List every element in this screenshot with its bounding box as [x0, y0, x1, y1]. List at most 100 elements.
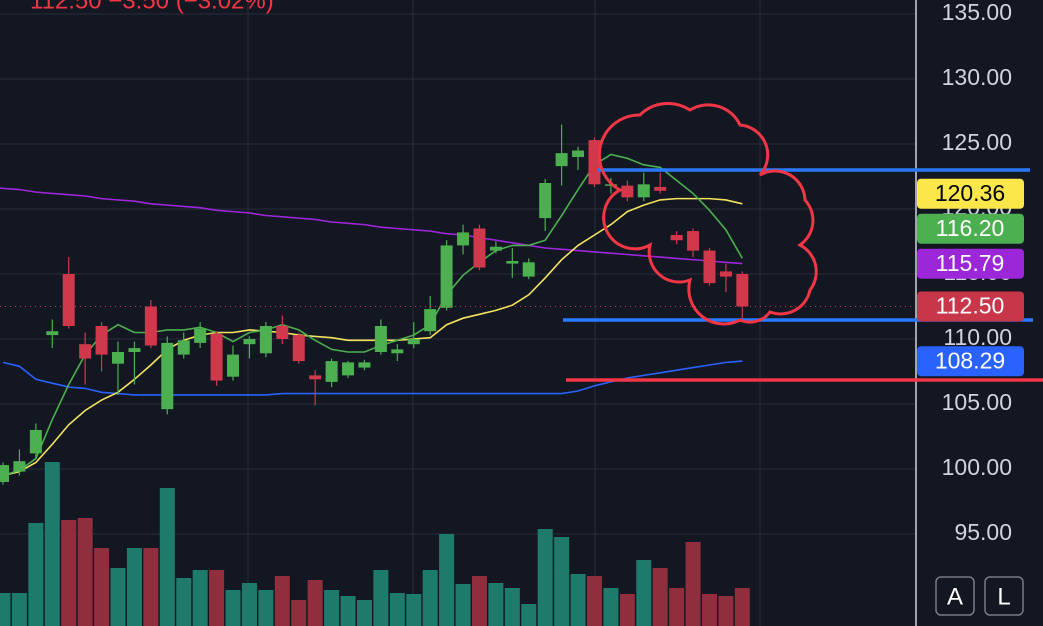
volume-bar	[307, 580, 323, 626]
volume-bar	[422, 570, 438, 626]
y-tick-label: 105.00	[942, 389, 1012, 415]
candle-body	[687, 231, 700, 251]
volume-bar	[652, 568, 668, 626]
volume-bar	[471, 576, 487, 626]
volume-bar	[274, 576, 290, 626]
volume-bar	[619, 594, 635, 626]
candle-body	[144, 306, 157, 346]
volume-bar	[126, 548, 142, 626]
moving-average-line	[2, 197, 743, 477]
volume-bar	[718, 596, 734, 626]
candle-body	[112, 351, 125, 364]
volume-bar	[28, 523, 44, 626]
candle-body	[292, 335, 305, 362]
volume-bar	[176, 578, 192, 626]
volume-bar	[94, 548, 110, 626]
price-badge-label: 112.50	[936, 293, 1005, 319]
price-badge-label: 108.29	[935, 347, 1005, 373]
candle-body	[29, 429, 42, 454]
y-tick-label: 100.00	[942, 454, 1012, 480]
candle-body	[555, 153, 568, 167]
candle-body	[621, 185, 634, 198]
volume-bar	[636, 560, 652, 626]
candle-body	[194, 328, 207, 343]
candle-body	[654, 186, 667, 191]
candle-body	[736, 274, 749, 307]
volume-bar	[241, 583, 257, 626]
volume-bar	[537, 529, 553, 626]
volume-bar	[44, 462, 60, 626]
volume-bar	[110, 568, 126, 626]
volume-bar	[734, 588, 750, 626]
volume-bar	[258, 590, 274, 626]
scale-button[interactable]	[984, 576, 1024, 616]
candle-body	[227, 354, 240, 377]
volume-bar	[439, 534, 455, 626]
candle-body	[703, 250, 716, 284]
candle-body	[62, 274, 75, 326]
price-badge-label: 120.36	[935, 180, 1005, 206]
volume-bar	[586, 576, 602, 626]
candle-body	[259, 325, 272, 354]
candle-body	[243, 338, 256, 345]
moving-average-line	[0, 187, 743, 265]
volume-bar	[701, 594, 717, 626]
scale-button-label[interactable]: A	[947, 583, 963, 610]
volume-bar	[685, 542, 701, 626]
volume-bar	[570, 574, 586, 626]
volume-bar	[225, 590, 241, 626]
candle-body	[440, 245, 453, 308]
volume-bar	[504, 588, 520, 626]
candle-body	[391, 349, 404, 354]
candle-body	[79, 344, 92, 359]
candle-body	[588, 140, 601, 185]
candle-body	[374, 325, 387, 352]
candle-body	[128, 348, 141, 352]
candle-body	[522, 262, 535, 277]
scale-button[interactable]	[935, 576, 975, 616]
cloud-drawing	[597, 101, 818, 326]
candle-body	[719, 271, 732, 277]
candle-body	[210, 333, 223, 381]
volume-bar	[340, 596, 356, 626]
volume-bar	[159, 488, 175, 626]
volume-bar	[0, 593, 11, 626]
volume-bar	[389, 593, 405, 626]
price-badge-label: 115.79	[936, 250, 1005, 276]
volume-bar	[77, 518, 93, 626]
price-badge	[917, 346, 1024, 377]
candle-body	[177, 340, 190, 355]
candle-body	[46, 331, 59, 336]
candle-body	[506, 261, 519, 264]
candle-body	[13, 461, 26, 472]
volume-bar	[192, 570, 208, 626]
volume-bar	[209, 570, 225, 626]
volume-bar	[603, 588, 619, 626]
volume-bar	[324, 590, 340, 626]
candle-body	[670, 235, 683, 241]
candle-body	[572, 150, 585, 158]
candle-body	[407, 338, 420, 345]
candle-body	[539, 183, 552, 219]
price-badge	[917, 248, 1024, 279]
volume-bar	[488, 583, 504, 626]
price-badge	[917, 178, 1024, 209]
y-tick-label: 95.00	[954, 519, 1012, 545]
candle-body	[309, 375, 322, 380]
scale-button-label[interactable]: L	[997, 583, 1010, 610]
price-badge-label: 116.20	[936, 215, 1005, 241]
candle-body	[325, 361, 338, 382]
volume-bar	[291, 600, 307, 626]
candle-body	[489, 246, 502, 251]
moving-average-line	[2, 153, 744, 477]
candle-body	[457, 232, 470, 246]
candle-body	[161, 342, 174, 410]
volume-bar	[373, 570, 389, 626]
y-tick-label: 125.00	[942, 129, 1012, 155]
volume-bar	[521, 604, 537, 626]
volume-bar	[406, 594, 422, 626]
candle-body	[473, 228, 486, 268]
volume-bar	[669, 588, 685, 626]
volume-bar	[356, 600, 372, 626]
